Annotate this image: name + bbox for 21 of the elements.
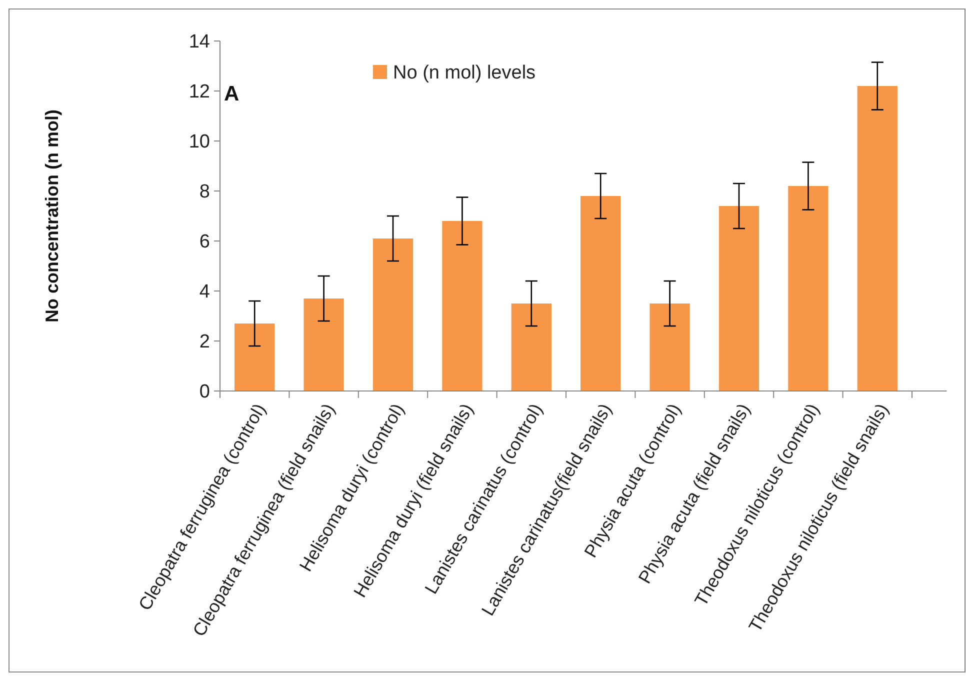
annotation: A bbox=[224, 82, 240, 106]
bar bbox=[857, 86, 898, 391]
y-tick-label: 6 bbox=[199, 232, 210, 253]
bar bbox=[511, 304, 552, 391]
y-tick-label: 2 bbox=[199, 332, 210, 353]
bar bbox=[650, 304, 690, 391]
y-tick-label: 0 bbox=[199, 382, 210, 403]
y-axis-title: No concentration (n mol) bbox=[42, 110, 62, 322]
bar bbox=[718, 206, 760, 391]
bar bbox=[442, 221, 482, 391]
bar bbox=[580, 196, 621, 391]
bar bbox=[372, 238, 414, 391]
bar bbox=[234, 324, 275, 391]
y-tick-label: 10 bbox=[188, 132, 210, 153]
bar bbox=[788, 186, 828, 391]
bar bbox=[304, 298, 344, 391]
y-tick-label: 8 bbox=[199, 182, 210, 203]
y-tick-label: 4 bbox=[199, 282, 210, 303]
y-tick-label: 14 bbox=[188, 32, 210, 53]
y-tick-label: 12 bbox=[188, 82, 210, 103]
legend-label: No (n mol) levels bbox=[393, 62, 536, 84]
